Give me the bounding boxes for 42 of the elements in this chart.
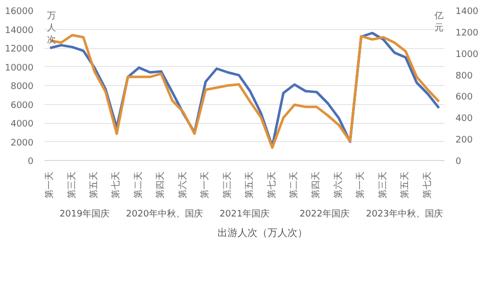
y2-tick-label: 1000 [456,50,479,60]
x-tick-label: 第一天 [44,172,56,198]
text: 2020年中秋、国庆 [126,208,203,220]
text: 2021年国庆 [220,208,270,220]
x-tick-label: 第四天 [310,172,322,198]
x-tick-label: 第三天 [66,172,78,198]
y-tick-label: 10000 [4,63,34,74]
x-tick-label: 第五天 [88,172,100,198]
x-tick-label: 第二天 [288,172,300,198]
x-tick-label: 第二天 [132,172,144,198]
x-tick-label: 第三天 [377,172,388,198]
y-tick-label: 16000 [4,7,34,17]
y2-tick-label: 0 [456,157,462,167]
text: 2019年国庆 [60,208,110,220]
y2-tick-label: 1400 [456,7,479,17]
x-tick-label: 第一天 [355,172,366,198]
x-tick-label: 第五天 [244,172,256,198]
y2-tick-label: 400 [456,114,473,124]
y-tick-label: 12000 [4,44,34,54]
y2-tick-label: 200 [456,136,473,146]
x-tick-label: 第一天 [200,172,211,198]
y-tick-label: 0 [28,157,34,167]
text: 出游人次（万人次） [218,226,308,240]
x-tick-label: 第五天 [400,172,411,198]
text: 2023年中秋、国庆 [366,208,443,220]
x-tick-label: 第六天 [177,172,188,198]
y-tick-label: 2000 [10,138,34,148]
y2-axis-title: 亿元 [434,10,444,34]
x-tick-label: 第四天 [155,172,166,198]
y-tick-label: 6000 [10,100,34,111]
y-tick-label: 8000 [10,82,34,92]
x-tick-label: 第六天 [332,172,344,198]
x-tick-label: 第七天 [422,172,433,198]
y-tick-label: 4000 [10,120,34,130]
x-tick-label: 第三天 [222,172,233,198]
y2-tick-label: 1200 [456,28,479,38]
y2-tick-label: 800 [456,71,473,82]
x-tick-label: 第七天 [266,172,278,198]
y-tick-label: 14000 [4,26,34,36]
x-tick-label: 第七天 [110,172,122,198]
text: 2022年国庆 [300,208,350,220]
y2-tick-label: 600 [456,92,473,103]
